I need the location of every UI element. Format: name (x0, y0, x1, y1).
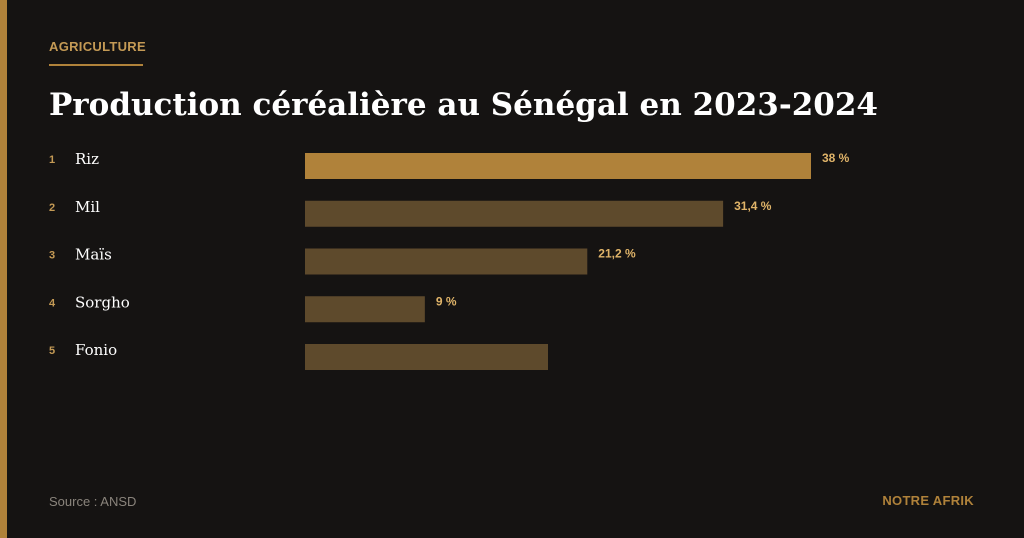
category-label: Riz (75, 150, 99, 168)
value-label: 31,4 % (734, 199, 772, 213)
value-label: 21,2 % (598, 247, 636, 261)
bar (305, 153, 811, 179)
brand-logo-text: NOTRE AFRIK (882, 493, 974, 508)
left-accent-bar (0, 0, 7, 538)
rank-number: 1 (49, 154, 55, 166)
bar (305, 200, 724, 227)
chart-title: Production céréalière au Sénégal en 2023… (49, 87, 878, 123)
value-label: 9 % (436, 294, 457, 308)
category-label: Maïs (75, 246, 112, 264)
bar (305, 344, 548, 370)
bar (305, 296, 425, 323)
source-note: Source : ANSD (49, 494, 137, 509)
category-label: Fonio (75, 341, 117, 359)
category-kicker: AGRICULTURE (49, 39, 146, 54)
kicker-underline (49, 64, 143, 66)
rank-number: 2 (49, 202, 55, 214)
value-label: 38 % (822, 151, 850, 165)
rank-number: 3 (49, 250, 55, 262)
bar (305, 248, 588, 275)
rank-number: 5 (49, 345, 55, 357)
category-label: Mil (75, 198, 100, 216)
category-label: Sorgho (75, 293, 130, 311)
rank-number: 4 (49, 297, 56, 309)
